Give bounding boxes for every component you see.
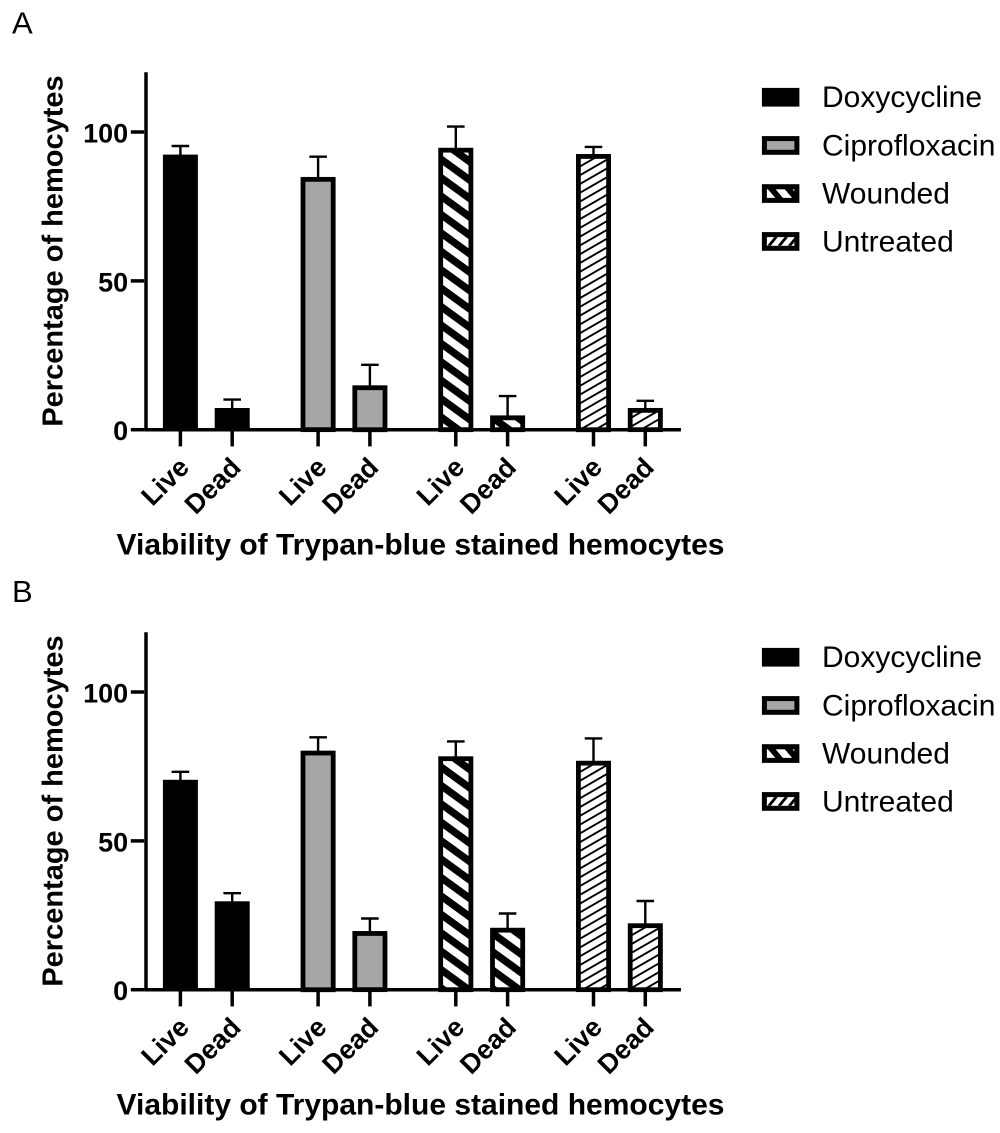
svg-text:Wounded: Wounded bbox=[822, 178, 950, 211]
svg-text:0: 0 bbox=[113, 976, 128, 1006]
svg-text:B: B bbox=[12, 574, 33, 609]
svg-text:100: 100 bbox=[83, 679, 128, 709]
svg-text:Ciprofloxacin: Ciprofloxacin bbox=[822, 689, 995, 722]
svg-text:Viability of Trypan-blue stain: Viability of Trypan-blue stained hemocyt… bbox=[117, 1089, 725, 1122]
svg-text:Viability of Trypan-blue stain: Viability of Trypan-blue stained hemocyt… bbox=[117, 529, 725, 562]
svg-text:Doxycycline: Doxycycline bbox=[822, 641, 982, 674]
svg-text:50: 50 bbox=[98, 267, 128, 297]
svg-text:Wounded: Wounded bbox=[822, 738, 950, 771]
svg-text:Percentage of hemocytes: Percentage of hemocytes bbox=[38, 635, 70, 986]
svg-text:Doxycycline: Doxycycline bbox=[822, 81, 982, 114]
svg-text:50: 50 bbox=[98, 827, 128, 857]
svg-text:A: A bbox=[12, 6, 33, 41]
svg-text:100: 100 bbox=[83, 119, 128, 149]
svg-text:Untreated: Untreated bbox=[822, 785, 954, 818]
svg-text:Untreated: Untreated bbox=[822, 225, 954, 258]
svg-text:Percentage of hemocytes: Percentage of hemocytes bbox=[38, 75, 70, 426]
svg-text:0: 0 bbox=[113, 416, 128, 446]
svg-text:Ciprofloxacin: Ciprofloxacin bbox=[822, 129, 995, 162]
